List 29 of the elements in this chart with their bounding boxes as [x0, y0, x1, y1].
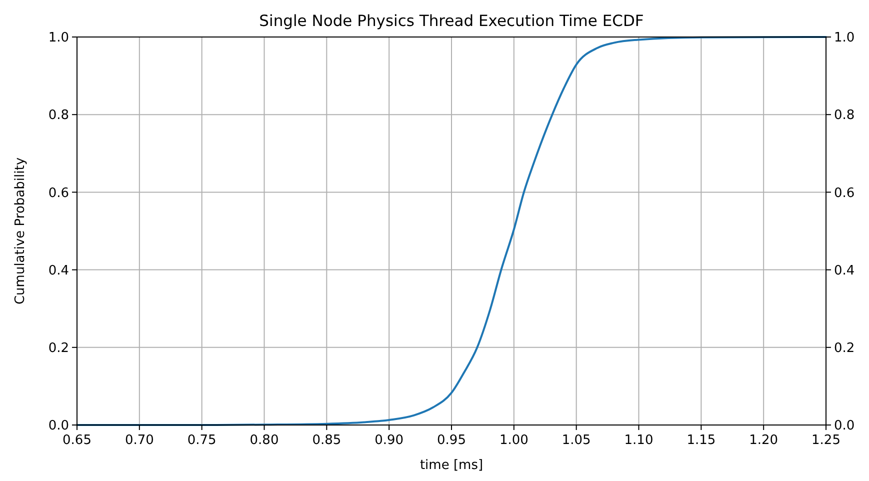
x-tick-label: 0.80: [250, 433, 279, 448]
x-tick-label: 0.70: [124, 433, 154, 448]
y-axis-title: Cumulative Probability: [13, 157, 28, 305]
y2-tick-label: 0.6: [834, 186, 855, 201]
x-tick-label: 0.65: [62, 433, 92, 448]
x-tick-label: 0.85: [312, 433, 342, 448]
y-tick-label: 1.0: [48, 30, 69, 46]
y2-tick-label: 0.4: [834, 263, 855, 278]
y-tick-label: 0.8: [48, 108, 69, 124]
x-tick-label: 1.15: [686, 433, 716, 448]
y-tick-label: 0.0: [48, 418, 69, 434]
y2-tick-label: 1.0: [834, 30, 855, 46]
x-tick-label: 1.00: [499, 433, 528, 448]
y-tick-label: 0.6: [48, 186, 69, 201]
x-tick-label: 1.10: [624, 433, 654, 448]
line-series: [76, 36, 827, 426]
y-tick-label: 0.4: [48, 263, 69, 278]
y2-tick-label: 0.0: [834, 418, 855, 434]
x-tick-label: 0.90: [374, 433, 404, 448]
chart-title: Single Node Physics Thread Execution Time ECDF: [259, 12, 644, 30]
x-tick-label: 0.75: [187, 433, 216, 448]
y2-tick-label: 0.8: [834, 108, 855, 124]
x-tick-label: 1.25: [812, 433, 840, 448]
y2-tick-label: 0.2: [834, 340, 855, 356]
x-axis-title: time [ms]: [420, 458, 484, 473]
y-tick-label: 0.2: [48, 340, 69, 356]
x-tick-label: 0.95: [437, 433, 466, 448]
x-tick-label: 1.20: [749, 433, 778, 448]
x-tick-label: 1.05: [562, 433, 591, 448]
